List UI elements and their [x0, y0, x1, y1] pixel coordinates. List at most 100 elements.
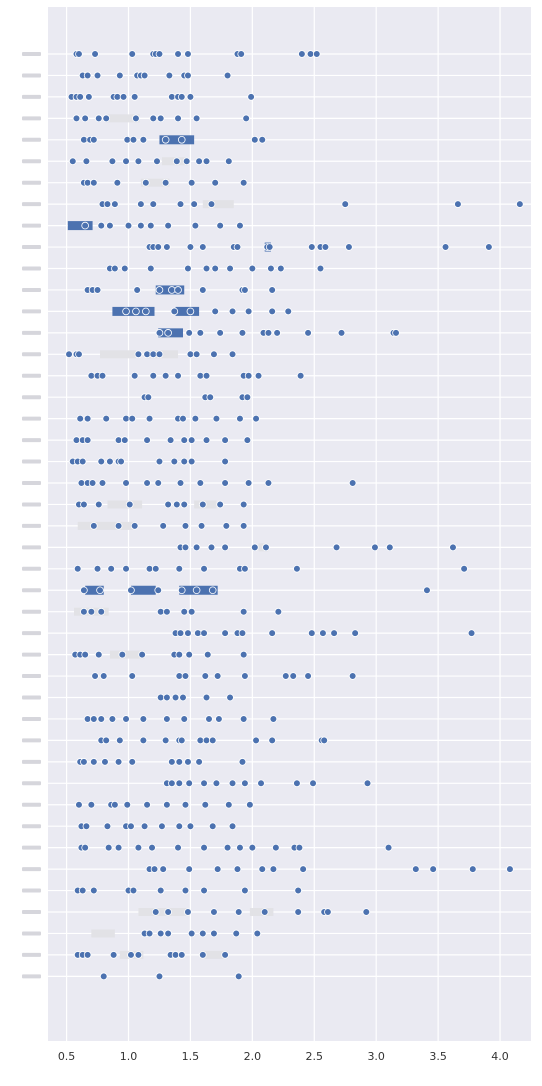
data-point	[155, 329, 164, 337]
data-point	[281, 672, 290, 680]
data-point	[93, 286, 102, 294]
data-point	[228, 350, 237, 359]
data-point	[81, 650, 89, 659]
data-point	[144, 393, 153, 402]
data-point	[181, 522, 190, 530]
data-point	[337, 329, 346, 337]
data-point	[516, 200, 524, 208]
data-point	[194, 629, 202, 637]
y-tick-label-placeholder	[22, 438, 41, 443]
data-point	[75, 800, 83, 809]
data-point	[163, 243, 171, 251]
y-tick-label-placeholder	[22, 137, 41, 142]
data-point	[208, 736, 217, 745]
data-point	[199, 951, 207, 959]
data-point	[269, 865, 278, 873]
data-point	[145, 414, 154, 423]
y-tick-label-placeholder	[22, 931, 41, 936]
data-point	[80, 136, 88, 144]
data-point	[93, 564, 102, 573]
data-point	[247, 93, 255, 101]
data-point	[298, 50, 306, 58]
data-point	[128, 414, 137, 423]
data-point	[146, 221, 155, 230]
data-point	[170, 457, 179, 466]
data-point	[228, 307, 237, 316]
data-point	[149, 371, 158, 380]
data-point	[91, 50, 99, 58]
data-point	[202, 157, 211, 166]
data-point	[199, 929, 207, 938]
data-point	[200, 779, 208, 788]
data-point	[154, 586, 163, 595]
data-point	[348, 479, 357, 487]
data-point	[125, 500, 134, 509]
y-tick-label-placeholder	[22, 287, 41, 292]
data-point	[232, 929, 241, 938]
data-point	[187, 178, 196, 187]
data-point	[215, 715, 223, 723]
data-point	[106, 457, 114, 466]
data-point	[222, 522, 231, 530]
x-tick-label: 3.5	[429, 1050, 447, 1063]
data-point	[168, 779, 176, 788]
data-point	[441, 243, 450, 251]
data-point	[176, 479, 185, 487]
data-point	[265, 243, 274, 251]
data-point	[186, 307, 195, 316]
data-point	[165, 71, 174, 80]
data-point	[262, 543, 270, 552]
data-point	[206, 393, 215, 402]
data-point	[122, 715, 130, 723]
y-tick-label-placeholder	[22, 802, 41, 807]
data-point	[149, 350, 158, 359]
data-point	[120, 264, 129, 273]
data-point	[80, 500, 88, 509]
data-point	[225, 157, 233, 166]
data-point	[83, 436, 92, 444]
data-point	[467, 629, 476, 637]
data-point	[175, 779, 184, 788]
data-point	[139, 715, 148, 723]
data-point	[132, 307, 140, 316]
data-point	[200, 629, 208, 637]
data-point	[161, 371, 170, 380]
data-point	[81, 221, 89, 230]
data-point	[151, 908, 160, 916]
data-point	[128, 672, 137, 680]
y-tick-label-placeholder	[22, 781, 41, 786]
data-point	[78, 457, 87, 466]
data-point	[341, 200, 350, 208]
data-point	[108, 715, 117, 723]
y-tick-label-placeholder	[22, 266, 41, 271]
data-point	[186, 822, 195, 830]
data-point	[116, 71, 124, 80]
data-point	[196, 329, 205, 337]
data-point	[192, 350, 201, 359]
data-point	[113, 178, 122, 187]
data-point	[241, 286, 249, 294]
data-point	[184, 71, 192, 80]
data-point	[87, 607, 96, 616]
data-point	[97, 221, 106, 230]
data-point	[184, 50, 192, 58]
data-point	[156, 607, 165, 616]
data-point	[307, 629, 316, 637]
data-point	[96, 586, 104, 595]
data-point	[371, 543, 379, 552]
data-point	[244, 307, 253, 316]
highlight-bar	[159, 135, 195, 145]
data-point	[312, 50, 321, 58]
data-point	[192, 586, 201, 595]
y-tick-label-placeholder	[22, 116, 41, 121]
data-point	[239, 607, 248, 616]
data-point	[90, 886, 98, 895]
data-point	[180, 607, 189, 616]
data-point	[201, 672, 210, 680]
data-point	[309, 779, 317, 788]
y-tick-label-placeholder	[22, 352, 41, 357]
x-tick-label: 4.0	[491, 1050, 509, 1063]
data-point	[196, 736, 205, 745]
data-point	[109, 951, 118, 959]
data-point	[192, 543, 201, 552]
